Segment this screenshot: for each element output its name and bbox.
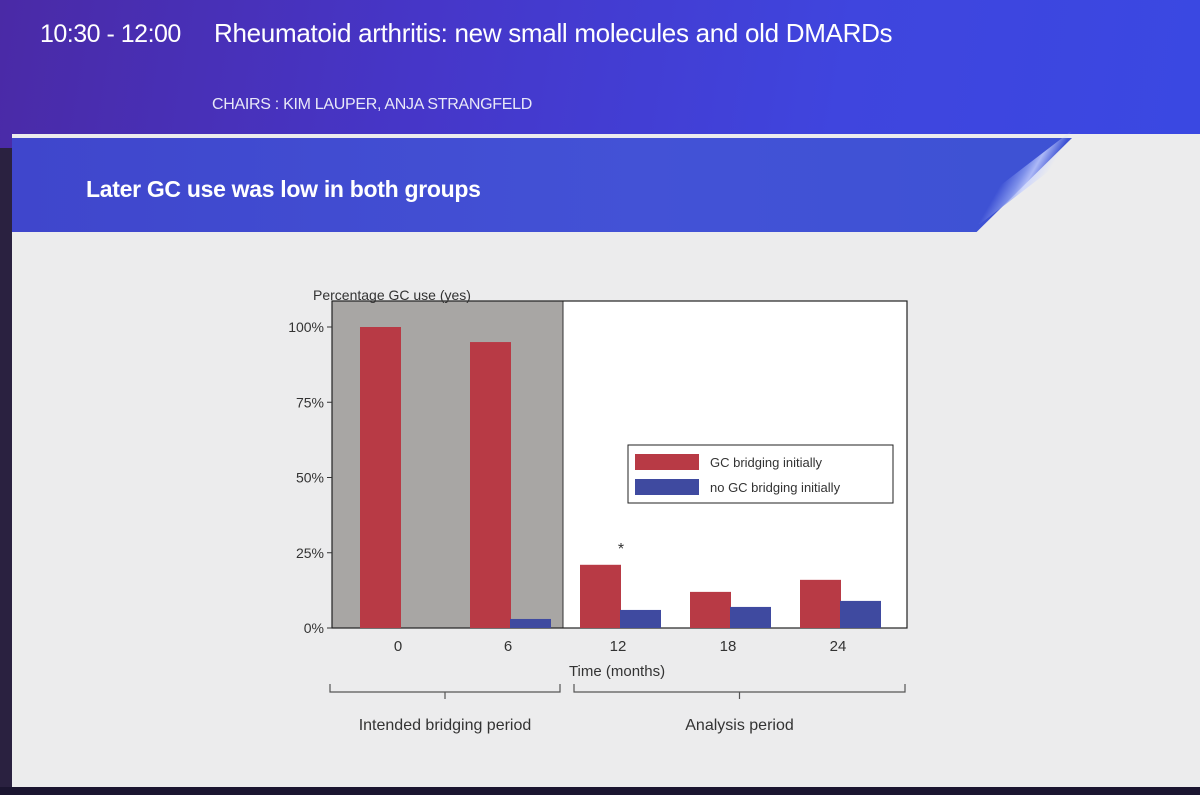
session-title: Rheumatoid arthritis: new small molecule…	[214, 18, 893, 48]
bar-no-gc-month-12	[620, 609, 661, 628]
period-bracket	[329, 684, 561, 699]
y-axis-label: Percentage GC use (yes)	[313, 287, 471, 303]
bar-no-gc-month-18	[730, 606, 771, 628]
x-tick-label: 24	[830, 638, 847, 655]
x-tick-label: 12	[610, 638, 627, 655]
session-chairs: CHAIRS : KIM LAUPER, ANJA STRANGFELD	[212, 96, 532, 113]
y-tick-label: 75%	[296, 394, 324, 410]
legend-label-no-gc: no GC bridging initially	[710, 480, 841, 495]
session-time: 10:30 - 12:00	[40, 20, 181, 48]
period-label: Analysis period	[685, 717, 794, 734]
bar-no-gc-month-6	[510, 618, 551, 628]
x-tick-label: 0	[394, 638, 402, 655]
slide-title: Later GC use was low in both groups	[86, 176, 481, 202]
screen-bottom-edge	[0, 787, 1200, 795]
bar-no-gc-month-24	[840, 600, 881, 628]
period-bracket	[573, 684, 906, 699]
legend: GC bridging initially no GC bridging ini…	[627, 444, 894, 504]
bar-gc-month-0	[360, 327, 401, 628]
y-tick-label: 50%	[296, 470, 324, 486]
bar-gc-month-6	[470, 342, 511, 628]
y-tick-label: 0%	[304, 620, 324, 636]
period-label: Intended bridging period	[359, 717, 532, 734]
x-axis-label: Time (months)	[569, 663, 665, 680]
bar-gc-month-24	[800, 579, 841, 628]
bar-gc-month-18	[690, 591, 731, 628]
legend-swatch-no-gc	[635, 479, 699, 495]
y-tick-label: 100%	[288, 319, 324, 335]
bar-gc-month-12	[580, 564, 621, 628]
x-tick-label: 18	[720, 638, 737, 655]
y-tick-label: 25%	[296, 545, 324, 561]
legend-swatch-gc	[635, 454, 699, 470]
slide-title-banner	[12, 138, 1072, 232]
session-header: 10:30 - 12:00 Rheumatoid arthritis: new …	[0, 0, 1200, 148]
x-tick-label: 6	[504, 638, 512, 655]
significance-marker: *	[618, 541, 624, 558]
legend-label-gc: GC bridging initially	[710, 455, 822, 470]
